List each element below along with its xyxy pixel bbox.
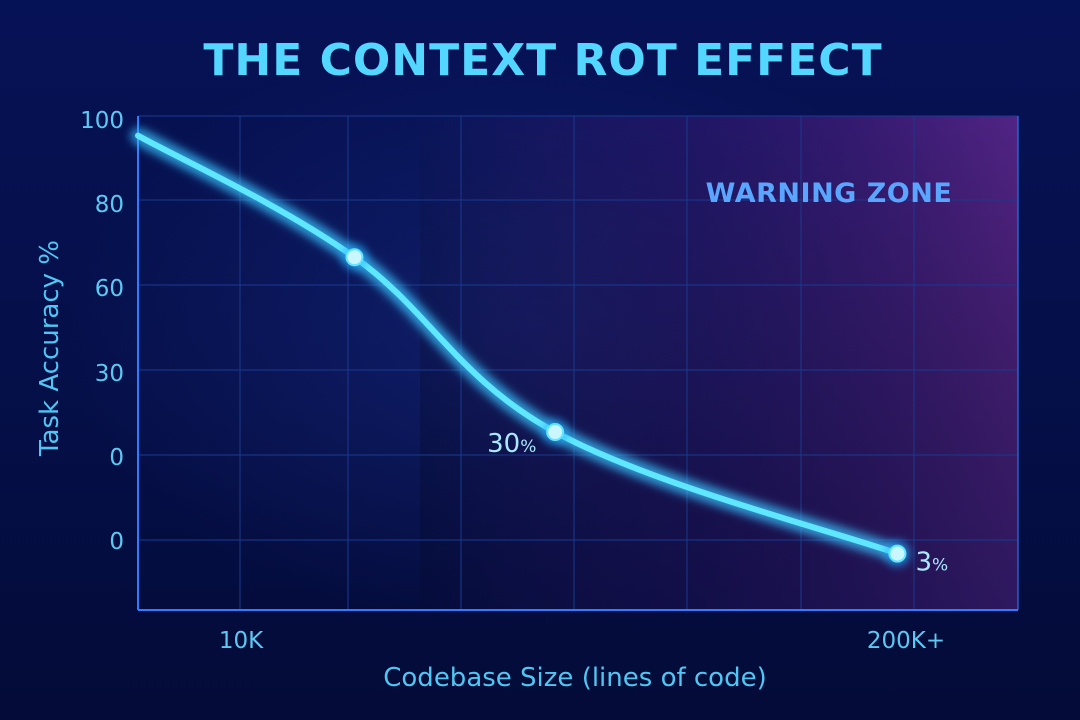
warning-zone-label: WARNING ZONE	[706, 178, 953, 209]
y-tick-label: 30	[95, 361, 124, 387]
point-value-label: 30%	[487, 429, 536, 459]
series-line	[135, 132, 901, 557]
y-tick-label: 0	[109, 445, 124, 471]
y-tick-label: 100	[80, 108, 124, 134]
x-axis-ticks: 10K 200K+	[219, 628, 945, 654]
warning-zone-shade	[420, 116, 1018, 610]
grid	[138, 115, 1019, 610]
data-point	[345, 248, 364, 267]
warning-zone	[420, 116, 1018, 610]
data-point	[888, 544, 907, 563]
y-tick-label: 80	[95, 192, 124, 218]
axes	[137, 116, 1018, 611]
y-tick-label: 0	[109, 529, 124, 555]
point-labels: 30% 3%	[487, 429, 948, 578]
x-tick-label: 200K+	[867, 628, 945, 654]
point-value-label: 3%	[915, 548, 948, 578]
x-tick-label: 10K	[219, 628, 264, 654]
y-tick-label: 60	[95, 276, 124, 302]
y-axis-ticks: 100 80 60 30 0 0	[80, 108, 124, 555]
chart-title: THE CONTEXT ROT EFFECT	[203, 35, 882, 86]
accuracy-series	[130, 127, 906, 562]
x-axis-title: Codebase Size (lines of code)	[383, 663, 767, 693]
accuracy-points	[340, 243, 912, 568]
data-point	[546, 423, 565, 441]
y-axis-title: Task Accuracy %	[35, 240, 65, 457]
